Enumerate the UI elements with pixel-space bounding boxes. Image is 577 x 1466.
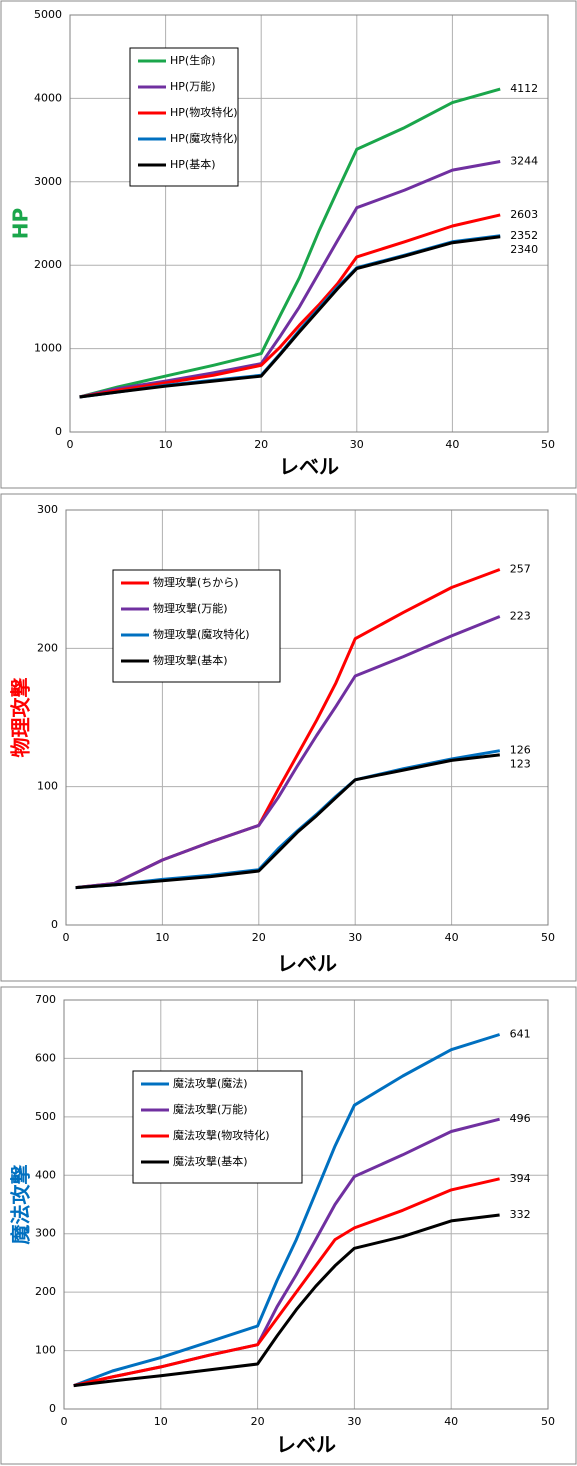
- legend-label: 魔法攻撃(物攻特化): [173, 1128, 270, 1142]
- legend-box: [132, 1070, 303, 1184]
- x-tick-label: 30: [350, 438, 364, 451]
- y-tick-label: 1000: [34, 342, 62, 355]
- y-tick-label: 600: [35, 1051, 56, 1064]
- y-axis-label: 魔法攻撃: [9, 1165, 33, 1245]
- legend-label: HP(生命): [170, 53, 216, 67]
- x-tick-label: 10: [159, 438, 173, 451]
- y-tick-label: 0: [49, 1402, 56, 1415]
- plot-border: [65, 509, 549, 926]
- end-value-label: 496: [510, 1112, 531, 1125]
- legend-label: 物理攻撃(基本): [153, 653, 228, 667]
- legend-label: 魔法攻撃(基本): [173, 1154, 248, 1168]
- y-tick-label: 0: [55, 425, 62, 438]
- x-tick-label: 50: [541, 438, 555, 451]
- chart-panel: [0, 0, 577, 489]
- x-tick-label: 0: [63, 931, 70, 944]
- plot-border: [63, 999, 549, 1410]
- x-tick-label: 10: [154, 1415, 168, 1428]
- series-line: [73, 1177, 500, 1388]
- legend-label: HP(物攻特化): [170, 105, 238, 119]
- end-value-label: 2603: [510, 208, 538, 221]
- x-tick-label: 20: [251, 1415, 265, 1428]
- x-axis-label: レベル: [277, 952, 337, 976]
- end-value-label: 257: [510, 562, 531, 575]
- y-tick-label: 2000: [34, 258, 62, 271]
- y-tick-label: 300: [37, 503, 58, 516]
- y-tick-label: 400: [35, 1168, 56, 1181]
- legend-label: 魔法攻撃(万能): [173, 1102, 248, 1116]
- end-value-label: 223: [510, 610, 531, 623]
- legend-label: 物理攻撃(ちから): [153, 575, 239, 589]
- x-tick-label: 40: [445, 438, 459, 451]
- y-tick-label: 300: [35, 1227, 56, 1240]
- y-tick-label: 3000: [34, 175, 62, 188]
- series-line: [79, 235, 501, 399]
- x-tick-label: 20: [254, 438, 268, 451]
- x-tick-label: 40: [444, 1415, 458, 1428]
- legend-label: 物理攻撃(万能): [153, 601, 228, 615]
- chart-panel: [0, 986, 577, 1465]
- x-tick-label: 0: [61, 1415, 68, 1428]
- x-tick-label: 50: [541, 1415, 555, 1428]
- x-tick-label: 0: [67, 438, 74, 451]
- plot-border: [69, 14, 549, 433]
- series-line: [73, 1213, 500, 1388]
- y-tick-label: 200: [37, 641, 58, 654]
- x-tick-label: 30: [347, 1415, 361, 1428]
- x-tick-label: 50: [541, 931, 555, 944]
- series-line: [73, 1033, 501, 1388]
- x-axis-label: レベル: [276, 1433, 336, 1457]
- end-value-label: 3244: [510, 154, 538, 167]
- y-tick-label: 5000: [34, 8, 62, 21]
- x-axis-label: レベル: [279, 455, 339, 479]
- series-line: [79, 87, 501, 399]
- x-tick-label: 30: [348, 931, 362, 944]
- y-axis-label: HP: [9, 208, 33, 239]
- legend-label: 魔法攻撃(魔法): [173, 1076, 248, 1090]
- series-line: [79, 160, 501, 399]
- end-value-label: 2340: [510, 243, 538, 256]
- series-line: [79, 213, 501, 399]
- y-tick-label: 4000: [34, 91, 62, 104]
- legend-label: HP(基本): [170, 157, 216, 171]
- y-tick-label: 100: [35, 1344, 56, 1357]
- end-value-label: 394: [510, 1172, 531, 1185]
- chart: 0 100 200 300 400 500 600 700 0 10 20 30 40 50 魔法攻撃レベル…: [0, 986, 577, 1465]
- end-value-label: 2352: [510, 229, 538, 242]
- legend-label: HP(万能): [170, 79, 216, 93]
- end-value-label: 641: [510, 1027, 531, 1040]
- y-tick-label: 500: [35, 1110, 56, 1123]
- end-value-label: 126: [510, 744, 531, 757]
- series-line: [75, 615, 501, 890]
- x-tick-label: 20: [252, 931, 266, 944]
- series-line: [75, 753, 500, 890]
- y-tick-label: 700: [35, 993, 56, 1006]
- x-tick-label: 40: [445, 931, 459, 944]
- y-tick-label: 200: [35, 1285, 56, 1298]
- chart-panel: [0, 493, 577, 982]
- y-tick-label: 0: [51, 918, 58, 931]
- chart: 0 1000 2000 3000 4000 5000 0 10 20 30 40 50 HP レベル 411…: [0, 0, 577, 489]
- y-tick-label: 100: [37, 780, 58, 793]
- end-value-label: 4112: [510, 82, 538, 95]
- legend-box: [129, 47, 239, 187]
- y-axis-label: 物理攻撃: [9, 678, 33, 758]
- end-value-label: 332: [510, 1208, 531, 1221]
- end-value-label: 123: [510, 758, 531, 771]
- legend-label: 物理攻撃(魔攻特化): [153, 627, 250, 641]
- legend-box: [112, 569, 281, 683]
- x-tick-label: 10: [155, 931, 169, 944]
- legend-label: HP(魔攻特化): [170, 131, 238, 145]
